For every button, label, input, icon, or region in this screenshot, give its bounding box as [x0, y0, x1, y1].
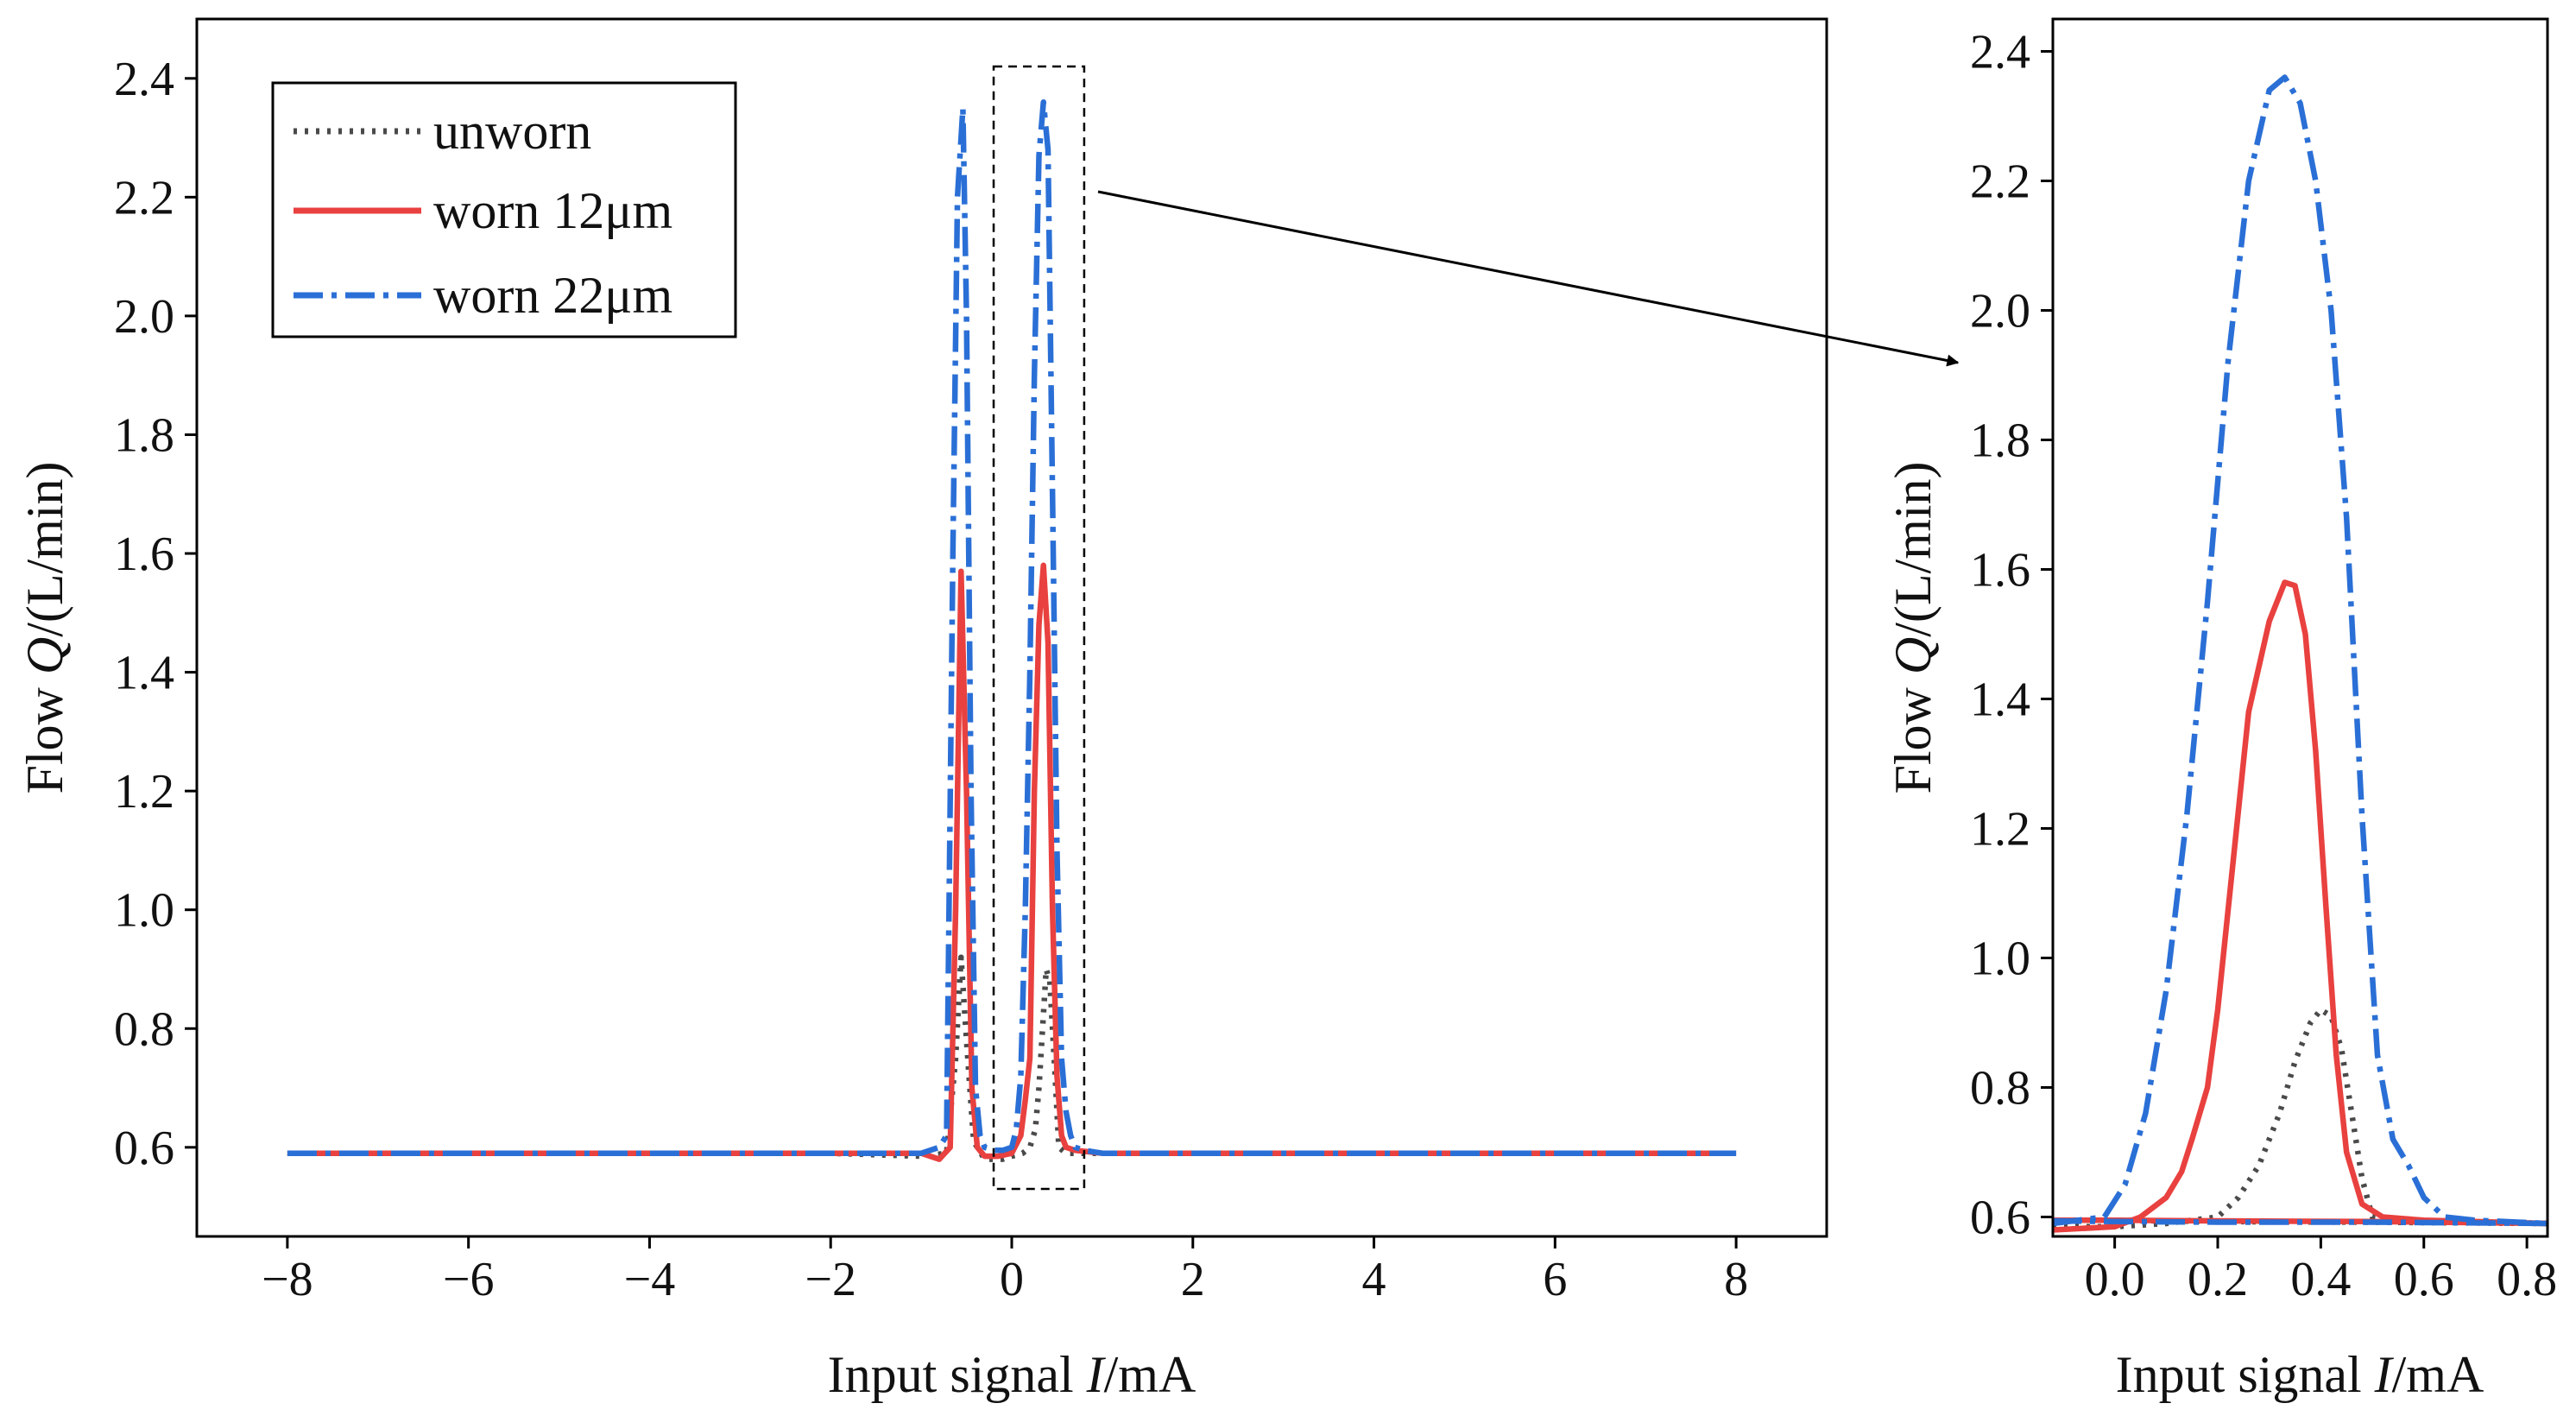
main-x-tick-label: 4	[1362, 1253, 1386, 1306]
main-y-tick-label: 2.4	[114, 53, 174, 106]
zoom-y-tick-label: 1.4	[1970, 673, 2030, 727]
legend-label-worn-22: worn 22μm	[433, 267, 672, 324]
zoom-y-axis-label: Flow Q/(L/min)	[1885, 461, 1941, 793]
zoom-y-tick-label: 1.6	[1970, 544, 2030, 597]
zoom-y-tick-label: 1.2	[1970, 803, 2030, 857]
main-y-tick-label: 1.8	[114, 408, 174, 462]
main-x-tick-label: −6	[443, 1253, 495, 1306]
zoom-y-tick-label: 1.8	[1970, 414, 2030, 468]
zoom-region-box	[992, 65, 1086, 1191]
zoom-x-tick-label: 0.0	[2085, 1253, 2145, 1306]
main-x-tick-label: −4	[624, 1253, 676, 1306]
main-y-tick-label: 2.2	[114, 171, 174, 224]
main-x-axis-label: Input signal I/mA	[828, 1346, 1196, 1403]
zoom-series-worn-12-m	[2053, 579, 2548, 1233]
zoom-x-tick-label: 0.2	[2188, 1253, 2248, 1306]
legend-label-worn-12: worn 12μm	[433, 182, 672, 239]
legend: unworn worn 12μm worn 22μm	[271, 81, 737, 338]
main-y-tick-label: 1.4	[114, 647, 174, 700]
main-y-tick-label: 2.0	[114, 290, 174, 344]
zoom-y-tick-label: 2.0	[1970, 285, 2030, 338]
zoom-chart: 0.0 0.2 0.4 0.6 0.8 0.6 0.8 1.0 1.2 1.4 1.6 1.8 2.0 2…	[1885, 17, 2557, 1403]
zoom-y-tick-label: 2.4	[1970, 26, 2030, 79]
zoom-series-worn-22-m	[2053, 74, 2548, 1227]
main-y-tick-label: 0.6	[114, 1122, 174, 1175]
main-axis-ticks: −8 −6 −4 −2 0 2 4 6 8 0.6 0.8 1.0 1.2 1.4 1.6 1.8 2.0 2.2…	[114, 53, 1748, 1306]
zoom-y-tick-label: 0.8	[1970, 1062, 2030, 1116]
main-x-tick-label: 0	[1000, 1253, 1024, 1306]
main-series-lines	[287, 99, 1737, 1162]
main-series-unworn	[287, 954, 1737, 1162]
main-y-tick-label: 1.0	[114, 884, 174, 938]
zoom-arrow	[1097, 190, 1960, 367]
main-series-worn-22-m	[287, 99, 1737, 1156]
legend-label-unworn: unworn	[433, 103, 591, 160]
zoom-plot-frame	[2051, 17, 2549, 1238]
main-series-worn-12-m	[287, 562, 1737, 1162]
zoom-x-tick-label: 0.6	[2394, 1253, 2454, 1306]
zoom-y-tick-label: 2.2	[1970, 155, 2030, 209]
main-y-tick-label: 1.2	[114, 765, 174, 819]
zoom-x-axis-label: Input signal I/mA	[2116, 1346, 2484, 1403]
main-y-axis-label: Flow Q/(L/min)	[16, 461, 73, 793]
main-x-tick-label: 6	[1543, 1253, 1567, 1306]
main-x-tick-label: −2	[805, 1253, 856, 1306]
main-x-tick-label: −8	[262, 1253, 313, 1306]
main-y-tick-label: 1.6	[114, 528, 174, 581]
main-chart: −8 −6 −4 −2 0 2 4 6 8 0.6 0.8 1.0 1.2 1.4 1.6 1.8 2.0 2.2…	[16, 17, 1828, 1403]
zoom-series-unworn	[2053, 1007, 2548, 1230]
main-x-tick-label: 8	[1724, 1253, 1748, 1306]
main-x-tick-label: 2	[1181, 1253, 1205, 1306]
zoom-x-tick-label: 0.8	[2497, 1253, 2557, 1306]
zoom-y-tick-label: 0.6	[1970, 1192, 2030, 1245]
zoom-series-lines	[2053, 74, 2548, 1233]
zoom-y-tick-label: 1.0	[1970, 932, 2030, 986]
zoom-axis-ticks: 0.0 0.2 0.4 0.6 0.8 0.6 0.8 1.0 1.2 1.4 1.6 1.8 2.0 2…	[1970, 26, 2557, 1307]
zoom-x-tick-label: 0.4	[2290, 1253, 2351, 1306]
zoom-series-return-worn-22-m	[2053, 1217, 2548, 1227]
main-y-tick-label: 0.8	[114, 1002, 174, 1056]
